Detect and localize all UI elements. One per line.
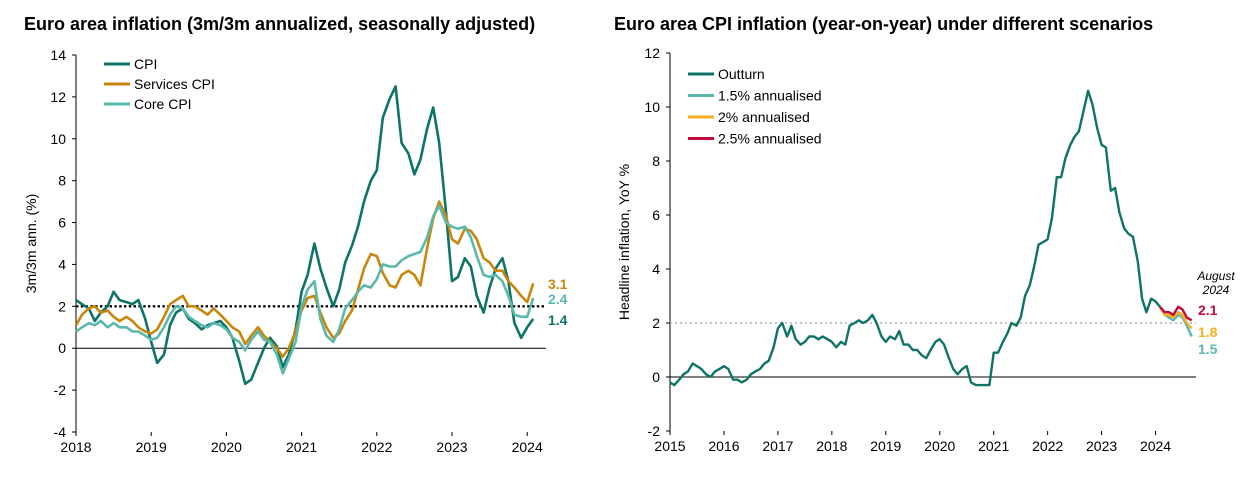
legend-label: 2.5% annualised	[718, 131, 822, 147]
legend-label: Core CPI	[134, 96, 192, 112]
x-tick-label: 2018	[60, 439, 91, 455]
x-tick-label: 2024	[1140, 438, 1171, 454]
chart-title-left: Euro area inflation (3m/3m annualized, s…	[24, 14, 536, 34]
chart-title-right: Euro area CPI inflation (year-on-year) u…	[614, 14, 1154, 34]
y-tick-label: 0	[652, 369, 660, 385]
series-line-outturn	[669, 89, 1161, 387]
legend-label: CPI	[134, 56, 157, 72]
series-line-cpi	[75, 85, 535, 386]
series-line-2-annualised	[1158, 306, 1193, 330]
y-axis-label: Headline inflation, YoY %	[616, 164, 632, 320]
y-tick-label: 12	[644, 45, 660, 61]
annotation-month: August	[1196, 269, 1235, 283]
legend-label: Services CPI	[134, 76, 215, 92]
x-tick-label: 2015	[654, 438, 685, 454]
x-tick-label: 2020	[211, 439, 242, 455]
y-tick-label: 2	[58, 298, 66, 314]
x-tick-label: 2021	[978, 438, 1009, 454]
x-tick-label: 2017	[762, 438, 793, 454]
end-value-label: 3.1	[548, 276, 568, 292]
series-line-services-cpi	[74, 200, 535, 358]
series-line-2-5-annualised	[1159, 305, 1193, 322]
x-tick-label: 2020	[924, 438, 955, 454]
y-tick-label: 10	[644, 99, 660, 115]
x-tick-label: 2018	[816, 438, 847, 454]
x-tick-label: 2021	[286, 439, 317, 455]
legend-label: Outturn	[718, 66, 765, 82]
y-tick-label: -4	[54, 424, 67, 440]
y-tick-label: 8	[58, 173, 66, 189]
end-value-label: 2.1	[1198, 302, 1218, 318]
y-tick-label: 4	[58, 256, 66, 272]
x-tick-label: 2022	[1032, 438, 1063, 454]
y-tick-label: 6	[58, 215, 66, 231]
x-tick-label: 2019	[136, 439, 167, 455]
y-tick-label: 2	[652, 315, 660, 331]
y-tick-label: 14	[50, 47, 66, 63]
x-tick-label: 2019	[870, 438, 901, 454]
y-axis-label: 3m/3m ann. (%)	[23, 194, 39, 294]
series-line-core-cpi	[75, 204, 535, 375]
y-tick-label: -2	[648, 423, 661, 439]
y-tick-label: 8	[652, 153, 660, 169]
x-tick-label: 2024	[512, 439, 543, 455]
x-tick-label: 2023	[436, 439, 467, 455]
x-tick-label: 2016	[708, 438, 739, 454]
end-value-label: 1.5	[1198, 341, 1218, 357]
annotation-year: 2024	[1202, 283, 1230, 297]
y-tick-label: 6	[652, 207, 660, 223]
x-tick-label: 2022	[361, 439, 392, 455]
end-value-label: 1.8	[1198, 324, 1218, 340]
legend-label: 1.5% annualised	[718, 88, 822, 104]
y-tick-label: -2	[54, 382, 67, 398]
x-tick-label: 2023	[1086, 438, 1117, 454]
y-tick-label: 10	[50, 131, 66, 147]
end-value-label: 1.4	[548, 312, 568, 328]
y-tick-label: 0	[58, 340, 66, 356]
y-tick-label: 12	[50, 89, 66, 105]
y-tick-label: 4	[652, 261, 660, 277]
legend-label: 2% annualised	[718, 109, 810, 125]
end-value-label: 2.4	[548, 291, 568, 307]
